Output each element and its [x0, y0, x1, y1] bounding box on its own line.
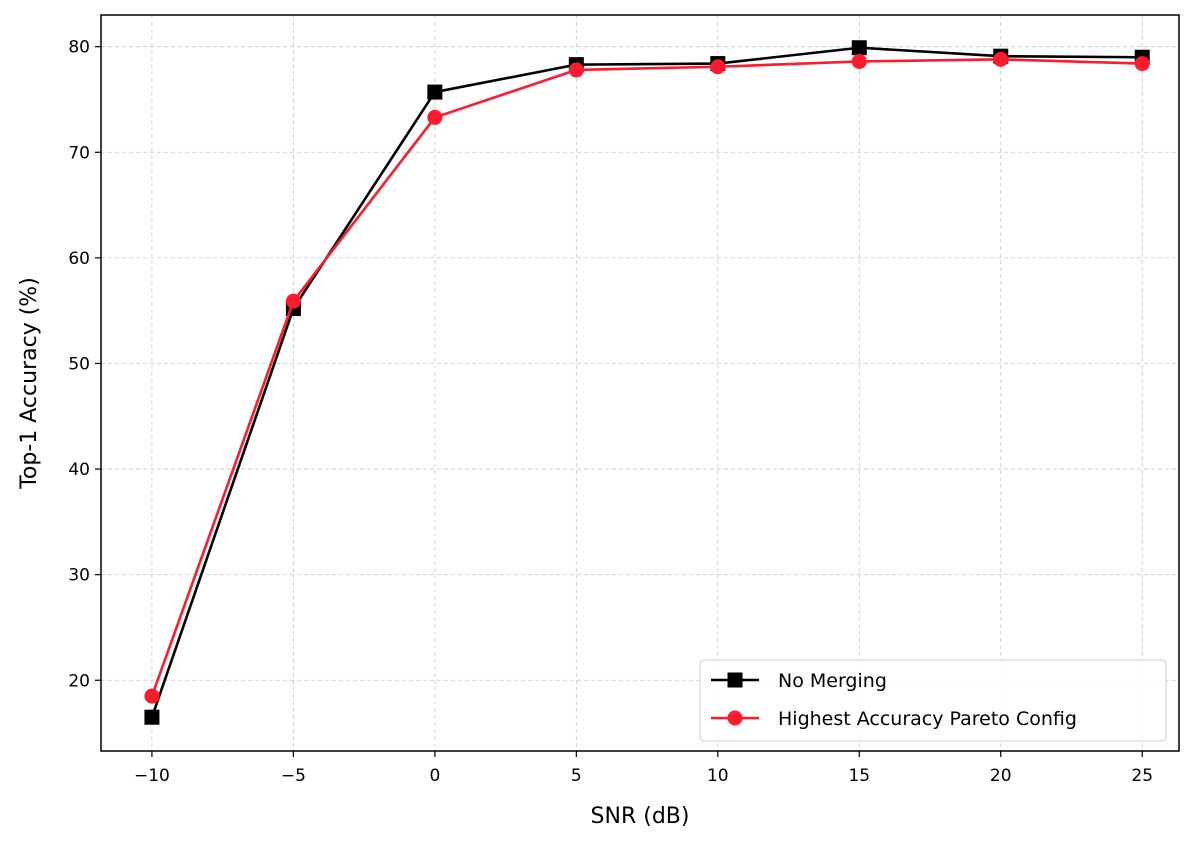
legend-marker-no-merging [727, 672, 743, 688]
data-point-circle [851, 53, 867, 69]
data-point-circle [710, 59, 726, 75]
y-tick-label: 50 [68, 354, 90, 374]
legend: No Merging Highest Accuracy Pareto Confi… [699, 659, 1167, 742]
x-tick-label: 0 [429, 766, 440, 786]
legend-box [699, 659, 1167, 742]
y-tick-label: 30 [68, 566, 90, 586]
y-tick-label: 80 [68, 38, 90, 58]
y-axis-label: Top-1 Accuracy (%) [17, 277, 42, 490]
x-tick-label: −5 [281, 766, 306, 786]
y-tick-label: 20 [68, 671, 90, 691]
y-tick-label: 40 [68, 460, 90, 480]
x-tick-label: 10 [707, 766, 729, 786]
x-axis-label: SNR (dB) [591, 804, 690, 829]
y-axis-ticks: 20 30 40 50 60 70 80 [68, 38, 101, 691]
data-point-circle [285, 293, 301, 309]
legend-marker-pareto [727, 710, 743, 726]
legend-label-pareto: Highest Accuracy Pareto Config [778, 708, 1077, 730]
data-point-circle [568, 62, 584, 78]
x-tick-label: −10 [134, 766, 170, 786]
data-point-square [144, 709, 160, 725]
x-tick-label: 5 [571, 766, 582, 786]
legend-label-no-merging: No Merging [778, 670, 887, 692]
y-tick-label: 70 [68, 143, 90, 163]
data-point-circle [993, 51, 1009, 67]
data-point-square [851, 40, 867, 56]
y-tick-label: 60 [68, 249, 90, 269]
data-point-circle [144, 688, 160, 704]
data-point-square [427, 84, 443, 100]
series-line-1 [150, 58, 1143, 697]
data-point-circle [427, 109, 443, 125]
x-tick-label: 25 [1131, 766, 1153, 786]
x-tick-label: 15 [848, 766, 870, 786]
x-axis-ticks: −10 −5 0 5 10 15 20 25 [134, 751, 1153, 786]
x-tick-label: 20 [990, 766, 1012, 786]
data-point-circle [1134, 56, 1150, 72]
series-layer [144, 40, 1150, 725]
grid [101, 15, 1179, 751]
plot-area-frame [100, 14, 1180, 752]
series-line-0 [150, 46, 1143, 718]
